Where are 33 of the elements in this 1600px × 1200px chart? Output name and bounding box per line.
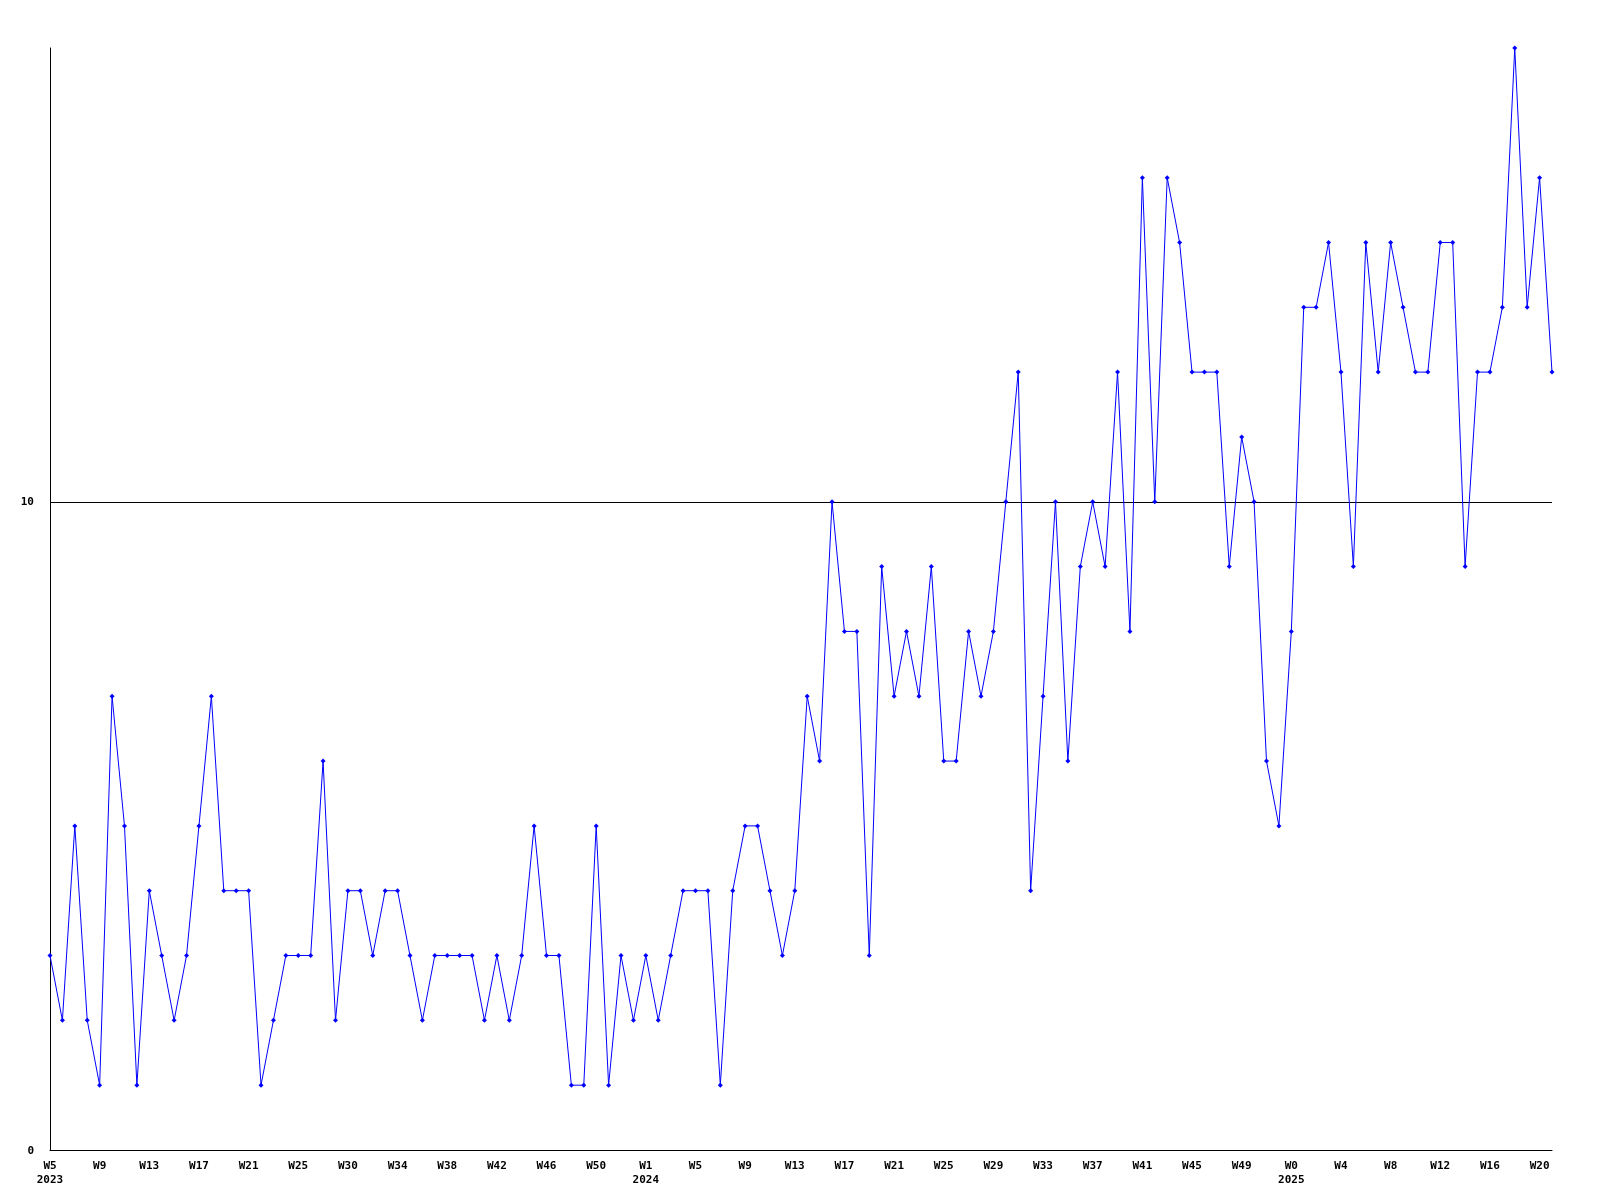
x-tick-label: W42 <box>486 1158 507 1172</box>
x-tick-label: W41 <box>1132 1158 1153 1172</box>
x-tick-label: W49 <box>1231 1158 1252 1172</box>
x-tick-label: W1 2024 <box>632 1158 660 1186</box>
x-tick-label: W34 <box>387 1158 408 1172</box>
x-tick-label: W21 <box>238 1158 259 1172</box>
x-tick-label: W21 <box>884 1158 905 1172</box>
x-tick-label: W13 <box>784 1158 805 1172</box>
x-tick-label: W0 2025 <box>1278 1158 1305 1186</box>
y-tick-label: 0 <box>27 1143 34 1157</box>
x-tick-label: W13 <box>139 1158 160 1172</box>
y-tick-label: 10 <box>20 495 34 509</box>
x-tick-label: W5 2023 <box>36 1158 64 1186</box>
x-tick-label: W30 <box>337 1158 358 1172</box>
x-tick-label: W4 <box>1334 1158 1348 1172</box>
x-tick-label: W25 <box>933 1158 954 1172</box>
x-tick-label: W33 <box>1033 1158 1053 1172</box>
x-tick-label: W38 <box>437 1158 458 1172</box>
x-tick-label: W9 <box>93 1158 107 1172</box>
x-tick-label: W50 <box>586 1158 607 1172</box>
x-tick-label: W5 <box>688 1158 703 1172</box>
x-tick-label: W17 <box>834 1158 855 1172</box>
x-tick-label: W17 <box>189 1158 209 1172</box>
x-tick-label: W12 <box>1430 1158 1451 1172</box>
x-tick-label: W46 <box>536 1158 557 1172</box>
x-tick-label: W20 <box>1529 1158 1550 1172</box>
x-tick-label: W25 <box>288 1158 309 1172</box>
x-tick-label: W9 <box>738 1158 752 1172</box>
x-tick-label: W16 <box>1480 1158 1501 1172</box>
x-tick-label: W37 <box>1082 1158 1103 1172</box>
x-tick-label: W29 <box>983 1158 1004 1172</box>
x-tick-label: W8 <box>1384 1158 1398 1172</box>
x-tick-label: W45 <box>1182 1158 1202 1172</box>
